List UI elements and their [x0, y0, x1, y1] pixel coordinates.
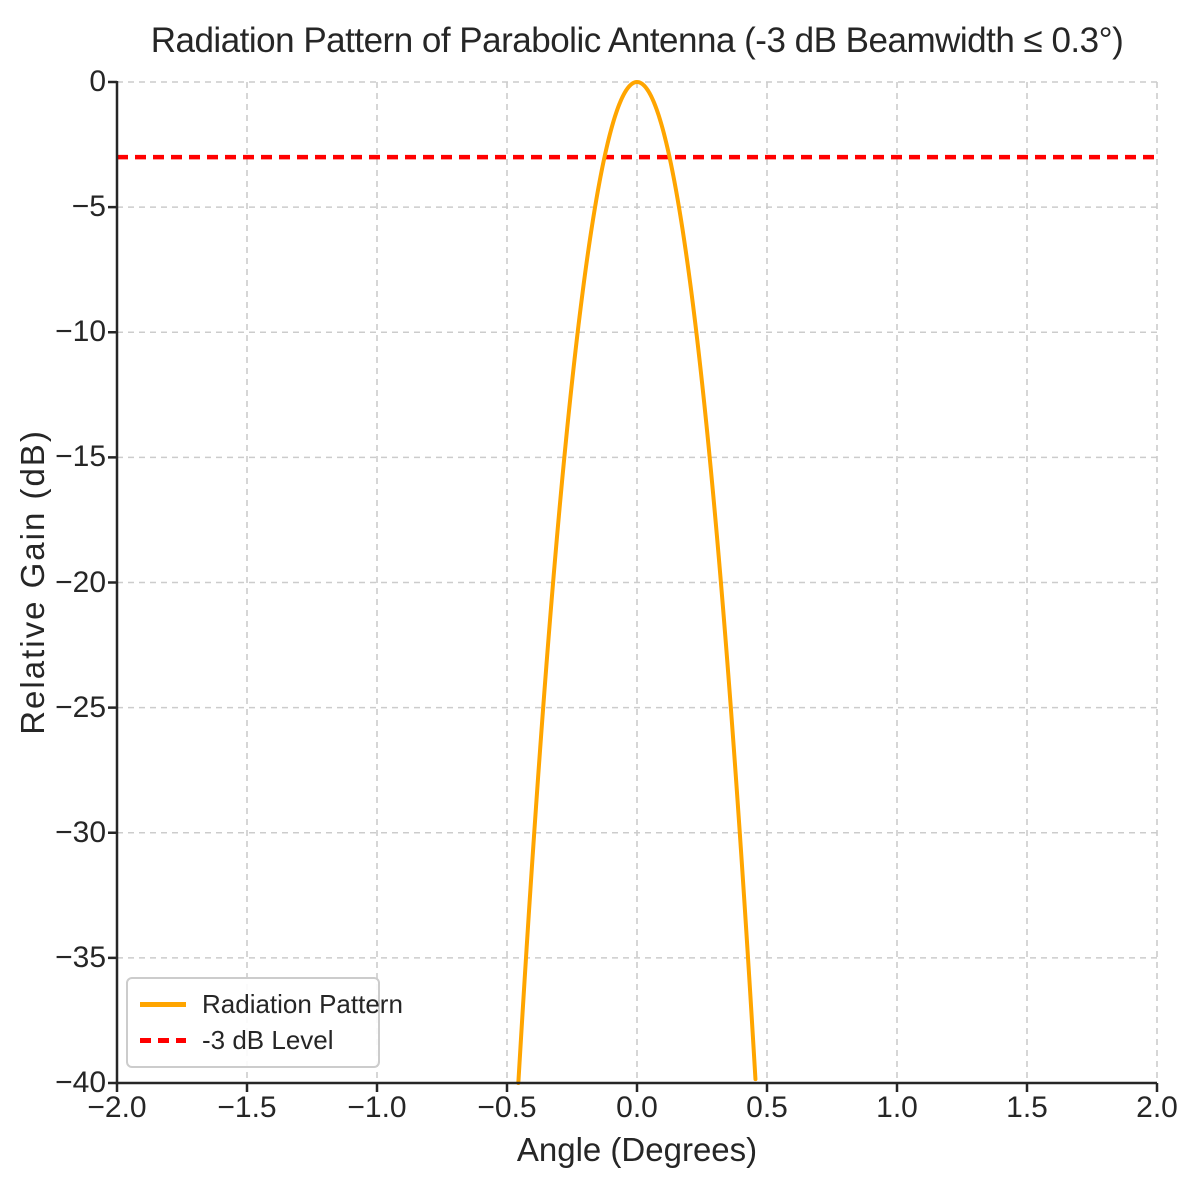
chart-title: Radiation Pattern of Parabolic Antenna (…	[150, 21, 1124, 60]
legend-label-radiation-pattern: Radiation Pattern	[202, 988, 403, 1019]
y-tick-label: −10	[55, 315, 106, 349]
x-tick-label: −1.0	[347, 1091, 407, 1124]
y-axis-label: Relative Gain (dB)	[14, 429, 51, 735]
y-tick-label: −25	[55, 690, 106, 724]
y-tick-label: −30	[55, 815, 106, 849]
y-tick-label: −40	[55, 1066, 106, 1099]
x-tick-label: 2.0	[1136, 1091, 1178, 1124]
legend-label-3db-level: -3 dB Level	[202, 1025, 334, 1056]
y-tick-label: −20	[55, 565, 106, 599]
x-tick-label: −2.0	[87, 1091, 147, 1124]
x-tick-label: 0.0	[616, 1091, 658, 1124]
x-tick-label: −0.5	[477, 1091, 537, 1124]
y-tick-label: −5	[71, 190, 106, 224]
x-axis-label: Angle (Degrees)	[516, 1131, 758, 1168]
x-tick-label: 1.0	[876, 1091, 918, 1124]
legend-entry-radiation-pattern: Radiation Pattern	[140, 989, 403, 1020]
x-tick-label: −1.5	[217, 1091, 277, 1124]
solid-line-swatch-icon	[140, 1001, 186, 1007]
y-tick-label: 0	[89, 65, 106, 98]
x-tick-label: 0.5	[746, 1091, 788, 1124]
x-tick-label: 1.5	[1006, 1091, 1048, 1124]
y-tick-label: −35	[55, 940, 106, 974]
legend: Radiation Pattern -3 dB Level	[126, 977, 403, 1068]
y-tick-label: −15	[55, 440, 106, 474]
legend-entry-3db-level: -3 dB Level	[140, 1025, 366, 1056]
radiation-pattern-curve	[516, 80, 758, 1085]
dashed-line-swatch-icon	[140, 1038, 186, 1044]
